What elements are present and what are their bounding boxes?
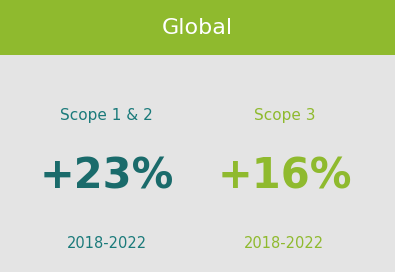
Bar [0, 0, 395, 55]
Text: +16%: +16% [217, 156, 352, 197]
Text: Scope 3: Scope 3 [254, 108, 315, 123]
Text: Scope 1 & 2: Scope 1 & 2 [60, 108, 153, 123]
Text: 2018-2022: 2018-2022 [67, 236, 147, 251]
Text: +23%: +23% [40, 156, 174, 197]
Text: 2018-2022: 2018-2022 [245, 236, 324, 251]
Text: Global: Global [162, 17, 233, 38]
